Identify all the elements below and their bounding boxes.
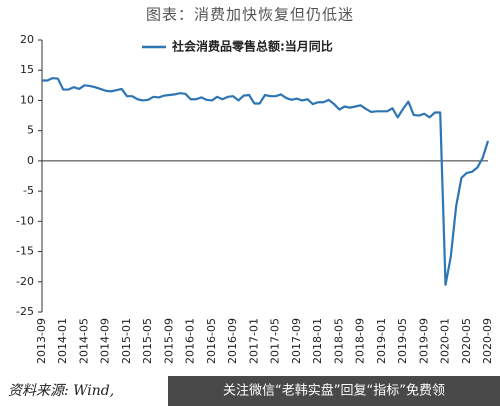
- x-tick-label: 2014-09: [99, 318, 112, 364]
- y-tick-label: -10: [16, 214, 34, 227]
- x-tick-label: 2019-01: [375, 318, 388, 364]
- x-tick-label: 2018-09: [354, 318, 367, 364]
- x-tick-label: 2019-09: [417, 318, 430, 364]
- x-tick-label: 2015-01: [120, 318, 133, 364]
- x-tick-label: 2020-01: [439, 318, 452, 364]
- x-tick-label: 2018-01: [311, 318, 324, 364]
- chart-title: 图表：消费加快恢复但仍低迷: [146, 6, 354, 24]
- x-tick-label: 2020-05: [460, 318, 473, 364]
- y-tick-label: -5: [23, 184, 34, 197]
- y-tick-label: 5: [27, 124, 34, 137]
- watermark-bg: [168, 376, 500, 406]
- y-tick-label: 20: [20, 33, 34, 46]
- x-tick-label: 2019-05: [396, 318, 409, 364]
- source: 资料来源: Wind,: [8, 383, 114, 399]
- x-tick-label: 2015-05: [141, 318, 154, 364]
- x-tick-label: 2013-09: [35, 318, 48, 364]
- x-tick-label: 2014-05: [77, 318, 90, 364]
- line: [42, 76, 490, 286]
- y-tick-label: 10: [20, 93, 34, 106]
- y-tick-label: -25: [16, 305, 34, 318]
- watermark: 关注微信“老韩实盘”回复“指标”免费领: [223, 383, 445, 399]
- x-tick-label: 2014-01: [56, 318, 69, 364]
- x-tick-label: 2018-05: [332, 318, 345, 364]
- x-tick-label: 2017-09: [290, 318, 303, 364]
- x-tick-label: 2017-01: [247, 318, 260, 364]
- y-tick-label: 0: [27, 154, 34, 167]
- legend-label: 社会消费品零售总额:当月同比: [171, 39, 333, 54]
- y-tick-label: -20: [16, 275, 34, 288]
- x-tick-label: 2016-01: [184, 318, 197, 364]
- x-tick-label: 2015-09: [162, 318, 175, 364]
- x-tick-label: 2016-09: [226, 318, 239, 364]
- x-tick-label: 2016-05: [205, 318, 218, 364]
- y-tick-label: 15: [20, 63, 34, 76]
- x-tick-label: 2017-05: [269, 318, 282, 364]
- x-tick-label: 2020-09: [481, 318, 494, 364]
- y-tick-label: -15: [16, 245, 34, 258]
